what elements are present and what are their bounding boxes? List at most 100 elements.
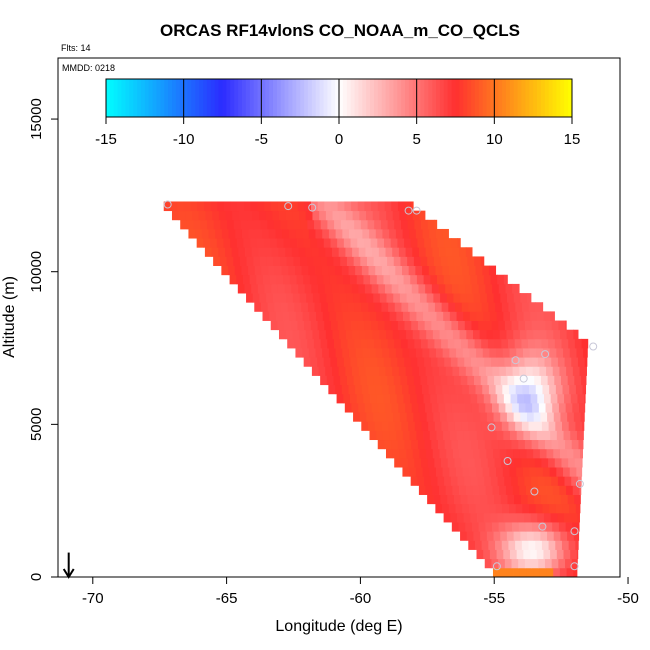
- heatmap-cell: [268, 265, 276, 276]
- heatmap-cell: [363, 238, 372, 248]
- colorbar-segment: [459, 79, 464, 117]
- heatmap-cell: [402, 430, 411, 441]
- colorbar-segment: [210, 79, 216, 117]
- heatmap-cell: [558, 558, 566, 569]
- heatmap-cell: [308, 348, 316, 358]
- heatmap-cell: [350, 274, 358, 285]
- colorbar-tick-label: 10: [486, 131, 503, 148]
- heatmap-cell: [332, 329, 340, 340]
- heatmap-cell: [387, 375, 395, 386]
- heatmap-cell: [427, 219, 435, 230]
- heatmap-cell: [382, 348, 390, 358]
- heatmap-cell: [307, 338, 315, 349]
- heatmap-cell: [474, 375, 482, 386]
- heatmap-cell: [373, 412, 381, 422]
- heatmap-cell: [238, 247, 246, 257]
- heatmap-cell: [346, 256, 355, 266]
- heatmap-cell: [196, 238, 204, 248]
- heatmap-cell: [518, 320, 526, 331]
- heatmap-cell: [518, 283, 520, 294]
- heatmap-cell: [543, 512, 552, 523]
- heatmap-cell: [287, 302, 295, 312]
- heatmap-cell: [533, 329, 541, 340]
- heatmap-cell: [397, 439, 405, 450]
- heatmap-cell: [462, 503, 470, 514]
- heatmap-cell: [270, 320, 278, 331]
- heatmap-cell: [347, 338, 355, 349]
- heatmap-cell: [325, 329, 333, 340]
- heatmap-cell: [497, 274, 505, 285]
- heatmap-cell: [399, 293, 408, 303]
- heatmap-cell: [299, 210, 307, 221]
- heatmap-cell: [553, 329, 561, 340]
- heatmap-cell: [438, 283, 446, 294]
- heatmap-cell: [387, 338, 395, 349]
- heatmap-cell: [426, 329, 434, 340]
- heatmap-cell: [530, 549, 538, 560]
- heatmap-cell: [434, 302, 443, 312]
- heatmap-cell: [373, 375, 381, 386]
- heatmap-cell: [481, 302, 489, 312]
- heatmap-cell: [506, 329, 514, 340]
- y-axis-label: Altitude (m): [1, 276, 18, 358]
- heatmap-cell: [316, 311, 324, 321]
- heatmap-cell: [309, 311, 317, 321]
- heatmap-cell: [501, 421, 509, 431]
- heatmap-cell: [525, 402, 533, 413]
- heatmap-cell: [459, 329, 467, 340]
- heatmap-cell: [344, 402, 352, 413]
- colorbar-segment: [234, 79, 239, 117]
- heatmap-cell: [438, 402, 446, 413]
- heatmap-cell: [276, 238, 285, 248]
- heatmap-cell: [372, 366, 380, 376]
- heatmap-cell: [362, 228, 370, 239]
- heatmap-cell: [503, 549, 511, 560]
- heatmap-cell: [488, 384, 497, 395]
- heatmap-cell: [197, 201, 205, 212]
- colorbar-segment: [152, 79, 157, 117]
- heatmap-cell: [359, 412, 367, 422]
- heatmap-cell: [464, 439, 472, 450]
- colorbar-segment: [168, 79, 173, 117]
- heatmap-cell: [516, 430, 524, 441]
- heatmap-cell: [505, 283, 513, 294]
- heatmap-cell: [417, 320, 426, 331]
- heatmap-cell: [491, 522, 500, 532]
- heatmap-cell: [344, 201, 352, 212]
- heatmap-cell: [349, 311, 357, 321]
- heatmap-cell: [233, 256, 241, 266]
- heatmap-cell: [399, 329, 407, 340]
- heatmap-cell: [405, 283, 413, 294]
- heatmap-cell: [513, 412, 521, 422]
- heatmap-cell: [321, 302, 329, 312]
- heatmap-cell: [551, 357, 559, 367]
- heatmap-cell: [453, 256, 462, 266]
- heatmap-cell: [251, 247, 259, 257]
- colorbar-segment: [226, 79, 231, 117]
- heatmap-cell: [372, 329, 380, 340]
- heatmap-cell: [405, 247, 413, 257]
- heatmap-cell: [332, 247, 340, 257]
- heatmap-cell: [381, 421, 389, 431]
- heatmap-cell: [443, 430, 451, 441]
- heatmap-cell: [254, 265, 262, 276]
- heatmap-cell: [546, 366, 554, 376]
- colorbar-segment: [529, 79, 534, 117]
- heatmap-cell: [275, 228, 283, 239]
- colorbar-segment: [288, 79, 293, 117]
- heatmap-cell: [333, 256, 341, 266]
- heatmap-cell: [376, 430, 384, 441]
- heatmap-cell: [535, 384, 543, 395]
- colorbar-segment: [203, 79, 208, 117]
- heatmap-cell: [430, 274, 438, 285]
- heatmap-cell: [404, 320, 412, 331]
- heatmap-cell: [244, 283, 252, 294]
- colorbar-segment: [117, 79, 123, 117]
- heatmap-cell: [384, 238, 392, 248]
- heatmap-cell: [379, 293, 387, 303]
- heatmap-cell: [478, 320, 486, 331]
- heatmap-cell: [387, 256, 395, 266]
- heatmap-cell: [518, 522, 526, 532]
- heatmap-cell: [549, 467, 557, 477]
- heatmap-cell: [467, 375, 475, 386]
